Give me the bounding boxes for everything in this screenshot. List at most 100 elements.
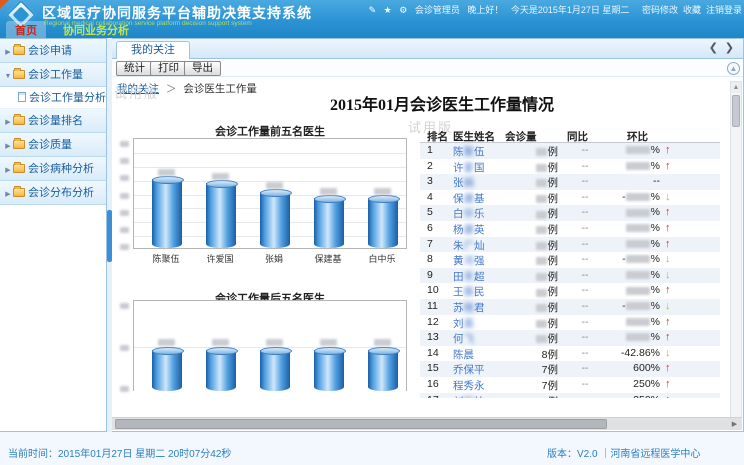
scroll-up-icon[interactable]: ▲ [731,82,741,93]
cell-mom: 250% [598,394,660,399]
cell-doctor-name[interactable]: 许爱国 [453,161,485,174]
table-row[interactable]: 3 张娟 例 -- -- [420,174,720,190]
table-row[interactable]: 6 杨建英 例 --% ↑ [420,221,720,237]
bar-doctor-2[interactable] [206,347,238,391]
user-bar: ✎ ★ ⚙ 会诊管理员 晚上好！ 今天是2015年1月27日 星期二 密码修改收… [364,3,742,16]
tab-scroll-right-icon[interactable]: ❯ [724,42,734,54]
trend-up-icon: ↑ [665,377,671,390]
cell-doctor-name[interactable]: 白中乐 [453,208,485,221]
user-link-密码修改[interactable]: 密码修改 [641,5,678,15]
sidebar-item-consult-workload[interactable]: ▼ 会诊工作量 [0,63,106,87]
bar-doctor-3[interactable] [260,189,292,248]
user-link-收藏[interactable]: 收藏 [682,5,701,15]
cell-doctor-name[interactable]: 刘松柏 [453,394,485,399]
splitter-collapse-handle[interactable] [107,210,112,262]
table-row[interactable]: 4 保建基 例 -- -% ↓ [420,190,720,206]
chevron-right-icon: ▶ [5,167,11,174]
gear-icon[interactable]: ⚙ [399,5,408,15]
cell-mom: % [598,144,660,156]
main-content: 我的关注 ❮ ❯ ▲ 统计 打印 导出 我的关注 ＞ 会诊医生工作量 试用版 试用版… [112,38,744,432]
tab-scroll-left-icon[interactable]: ❮ [708,42,718,54]
sidebar-subitem-workload-analysis[interactable]: 会诊工作量分析 [0,87,106,109]
yaxis-tick-redacted [120,303,129,309]
bar-doctor-2[interactable] [206,180,238,248]
panel-splitter[interactable] [107,38,112,432]
cell-doctor-name[interactable]: 杨建英 [453,223,485,236]
stats-button[interactable]: 统计 [116,61,153,76]
bar-doctor-5[interactable] [368,195,400,248]
cell-doctor-name[interactable]: 陈晨 [453,348,474,361]
cell-doctor-name[interactable]: 程秀永 [453,379,485,392]
table-row[interactable]: 5 白中乐 例 --% ↑ [420,205,720,221]
cell-doctor-name[interactable]: 黄河强 [453,255,485,268]
cell-doctor-name[interactable]: 张娟 [453,177,474,190]
table-row[interactable]: 16 程秀永 7例 -- 250% ↑ [420,377,720,393]
sidebar-item-consult-apply[interactable]: ▶ 会诊申请 [0,39,106,63]
cell-yoy: -- [581,253,589,266]
table-row[interactable]: 1 陈聚伍 例 --% ↑ [420,143,720,159]
column-header-3: 会诊量 [505,131,537,143]
cell-doctor-name[interactable]: 何飞 [453,333,474,346]
table-row[interactable]: 17 刘松柏 7例 --250% ↑ [420,392,720,399]
print-button[interactable]: 打印 [150,61,187,76]
cell-doctor-name[interactable]: 苏晓君 [453,301,485,314]
cell-volume: 7例 [541,364,558,377]
table-row[interactable]: 12 刘英 例 --% ↑ [420,315,720,331]
folder-icon [13,186,25,197]
table-row[interactable]: 10 王振民 例 --% ↑ [420,283,720,299]
bar-value-redacted [266,182,283,189]
trend-up-icon: ↑ [665,237,671,250]
table-row[interactable]: 2 许爱国 例 --% ↑ [420,159,720,175]
cell-yoy: -- [581,362,589,375]
pencil-icon[interactable]: ✎ [368,5,377,15]
table-row[interactable]: 9 田丰超 例 --% ↓ [420,267,720,284]
cell-doctor-name[interactable]: 刘英 [453,317,474,330]
sidebar-item-consult-distribution[interactable]: ▶ 会诊分布分析 [0,181,106,205]
sidebar-item-consult-ranking[interactable]: ▶ 会诊量排名 [0,109,106,133]
cell-doctor-name[interactable]: 保建基 [453,192,485,205]
tab-my-focus[interactable]: 我的关注 [116,41,190,59]
horizontal-scrollbar[interactable]: ▶ [112,417,742,430]
yaxis-tick-redacted [120,244,129,250]
bar-doctor-1[interactable] [152,176,184,248]
cell-mom: % [598,222,660,234]
cell-rank: 15 [427,362,439,375]
cell-doctor-name[interactable]: 田丰超 [453,270,485,283]
table-row[interactable]: 8 黄河强 例 -- -% ↓ [420,252,720,268]
table-row[interactable]: 13 何飞 例 --% ↑ [420,330,720,346]
sidebar-item-consult-quality[interactable]: ▶ 会诊质量 [0,133,106,157]
nav-tab-biz[interactable]: 协同业务分析 [63,25,129,37]
vertical-scroll-thumb[interactable] [732,95,740,127]
user-link-注销登录[interactable]: 注销登录 [705,5,742,15]
breadcrumb-link[interactable]: 我的关注 [117,83,159,95]
bar-doctor-1[interactable] [152,347,184,391]
table-row[interactable]: 11 苏晓君 例 -- -% ↓ [420,298,720,315]
bar-doctor-5[interactable] [368,347,400,391]
cell-yoy: -- [581,159,589,172]
table-row[interactable]: 14 陈晨 8例 -- -42.86% ↓ [420,346,720,362]
bar-doctor-4[interactable] [314,195,346,248]
bar-doctor-3[interactable] [260,347,292,391]
cell-mom: -- [653,175,660,188]
horizontal-scroll-thumb[interactable] [115,419,607,429]
table-row[interactable]: 15 乔保平 7例 -- 600% ↑ [420,361,720,377]
scroll-right-icon[interactable]: ▶ [731,421,738,428]
cell-doctor-name[interactable]: 王振民 [453,286,485,299]
nav-tab-home[interactable]: 首页 [6,21,46,38]
yaxis-tick-redacted [120,209,129,216]
export-button[interactable]: 导出 [184,61,221,76]
cell-yoy: -- [581,175,589,188]
trend-up-icon: ↑ [665,362,671,375]
cell-doctor-name[interactable]: 乔保平 [453,364,485,377]
cell-rank: 7 [427,237,433,250]
vertical-scrollbar[interactable]: ▲ ▼ [730,81,742,429]
collapse-panel-icon[interactable]: ▲ [727,62,740,75]
cell-doctor-name[interactable]: 陈聚伍 [453,146,485,158]
star-icon[interactable]: ★ [383,5,392,15]
user-links: 密码修改 收藏 注销登录 [637,5,742,15]
table-row[interactable]: 7 朱广灿 例 --% ↑ [420,236,720,253]
sidebar-item-consult-disease[interactable]: ▶ 会诊病种分析 [0,157,106,181]
cell-doctor-name[interactable]: 朱广灿 [453,239,485,252]
bar-doctor-4[interactable] [314,347,346,391]
cell-rank: 4 [427,190,433,203]
